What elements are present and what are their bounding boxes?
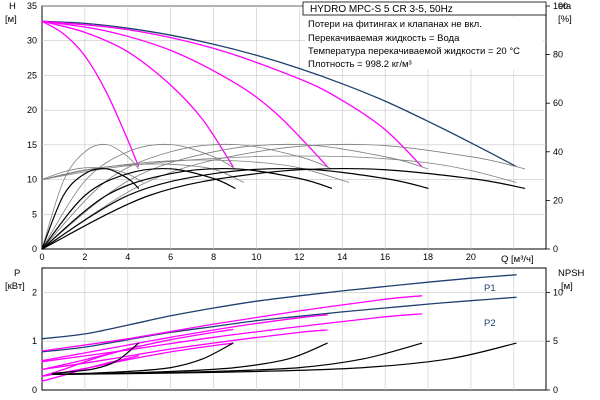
top-left-tick-label: 30 — [27, 36, 37, 46]
bot-power-reduced-curve-8 — [41, 345, 140, 377]
bot-left-tick-label: 2 — [32, 287, 37, 297]
top-head-reduced-speed-curve-1 — [41, 20, 423, 168]
bottom-ticks: 0 1 2 0 5 10 — [32, 287, 563, 395]
top-left-tick-label: 0 — [32, 244, 37, 254]
top-x-tick-label: 18 — [423, 252, 433, 262]
p1-series-label: P1 — [484, 283, 496, 294]
notes-background — [305, 17, 543, 69]
top-right-tick-label: 80 — [553, 50, 563, 60]
top-head-reduced-speed-curve-2 — [41, 20, 328, 168]
top-efficiency-curve-13 — [41, 143, 525, 250]
npsh-axis-unit: [м] — [561, 281, 573, 292]
note-line-2: Перекачиваемая жидкость = Вода — [308, 33, 460, 44]
bot-power-reduced-curve-2 — [41, 295, 423, 352]
chart-title: HYDRO MPC-S 5 CR 3-5, 50Hz — [310, 4, 453, 15]
bot-power-reduced-curve-5 — [41, 329, 328, 371]
top-left-tick-label: 15 — [27, 140, 37, 150]
top-x-tick-label: 16 — [380, 252, 390, 262]
notes-block: Потери на фитингах и клапанах не вкл. Пе… — [305, 17, 543, 70]
p-axis-unit: [кВт] — [5, 281, 25, 292]
top-right-tick-label: 100 — [553, 1, 568, 11]
top-x-tick-label: 4 — [125, 252, 130, 262]
bot-power-reduced-curve-7 — [41, 342, 234, 377]
bot-left-tick-label: 1 — [32, 336, 37, 346]
eta-axis-label: eta — [558, 1, 572, 12]
bot-right-tick-label: 10 — [553, 287, 563, 297]
top-x-tick-label: 12 — [294, 252, 304, 262]
bot-right-tick-label: 5 — [553, 336, 558, 346]
h-axis-label: H — [9, 1, 16, 12]
top-right-tick-label: 20 — [553, 195, 563, 205]
top-x-tick-label: 8 — [211, 252, 216, 262]
bot-left-tick-label: 0 — [32, 385, 37, 395]
bot-power-reduced-curve-9 — [41, 355, 140, 382]
top-efficiency-curve-10 — [41, 143, 236, 250]
top-head-lower-speed-curve-6 — [41, 159, 350, 183]
bot-power-curve-1 — [41, 296, 517, 353]
note-line-3: Температура перекачиваемой жидкости = 20… — [308, 46, 520, 57]
npsh-axis-label: NPSH — [558, 268, 585, 279]
q-label-background — [500, 253, 546, 264]
top-x-tick-label: 6 — [168, 252, 173, 262]
top-curves — [41, 20, 526, 250]
top-efficiency-curve-18 — [41, 167, 526, 250]
top-left-tick-label: 20 — [27, 105, 37, 115]
top-left-tick-label: 35 — [27, 1, 37, 11]
top-right-tick-label: 0 — [553, 244, 558, 254]
bot-power-reduced-curve-4 — [41, 314, 328, 362]
top-head-lower-speed-curve-7 — [41, 163, 244, 183]
top-head-lower-speed-curve-8 — [41, 167, 144, 183]
bot-npsh-curve-14 — [52, 342, 517, 375]
top-efficiency-curve-17 — [41, 167, 429, 250]
q-axis-label: Q [м³/ч] — [501, 254, 534, 265]
top-efficiency-curve-11 — [41, 143, 332, 250]
top-efficiency-curve-14 — [41, 167, 140, 250]
bottom-plot-frame — [41, 267, 547, 391]
top-head-full-speed-curve-0 — [41, 20, 517, 168]
top-left-tick-label: 25 — [27, 70, 37, 80]
bottom-grid — [42, 268, 546, 390]
top-x-tick-label: 2 — [82, 252, 87, 262]
bot-npsh-curve-10 — [52, 342, 140, 374]
top-efficiency-curve-16 — [41, 167, 333, 250]
top-left-tick-label: 5 — [32, 209, 37, 219]
bot-power-reduced-curve-6 — [41, 328, 234, 371]
p-axis-label: P — [14, 268, 20, 279]
head-efficiency-panel: 0246810121416182022051015202530350204060… — [5, 1, 572, 265]
top-x-tick-label: 14 — [337, 252, 347, 262]
note-line-1: Потери на фитингах и клапанах не вкл. — [308, 19, 482, 30]
top-x-tick-label: 0 — [39, 252, 44, 262]
top-x-tick-label: 20 — [466, 252, 476, 262]
top-right-tick-label: 40 — [553, 147, 563, 157]
top-right-tick-label: 60 — [553, 98, 563, 108]
bot-right-tick-label: 0 — [553, 385, 558, 395]
bot-power-curve-0 — [41, 274, 517, 340]
top-efficiency-curve-9 — [41, 143, 139, 250]
eta-axis-unit: [%] — [558, 14, 572, 25]
h-axis-unit: [м] — [5, 14, 17, 25]
top-head-reduced-speed-curve-3 — [41, 20, 234, 168]
top-left-tick-label: 10 — [27, 175, 37, 185]
note-line-4: Плотность = 998.2 кг/м³ — [308, 59, 412, 70]
top-head-reduced-speed-curve-4 — [41, 20, 140, 168]
top-x-tick-label: 10 — [251, 252, 261, 262]
bottom-curves — [41, 274, 517, 382]
power-npsh-panel: 0 1 2 0 5 10 P [кВт] NPSH [м] P1 P2 — [5, 267, 585, 395]
title-box — [302, 1, 547, 16]
top-head-lower-speed-curve-5 — [41, 155, 517, 183]
p2-series-label: P2 — [484, 318, 496, 329]
